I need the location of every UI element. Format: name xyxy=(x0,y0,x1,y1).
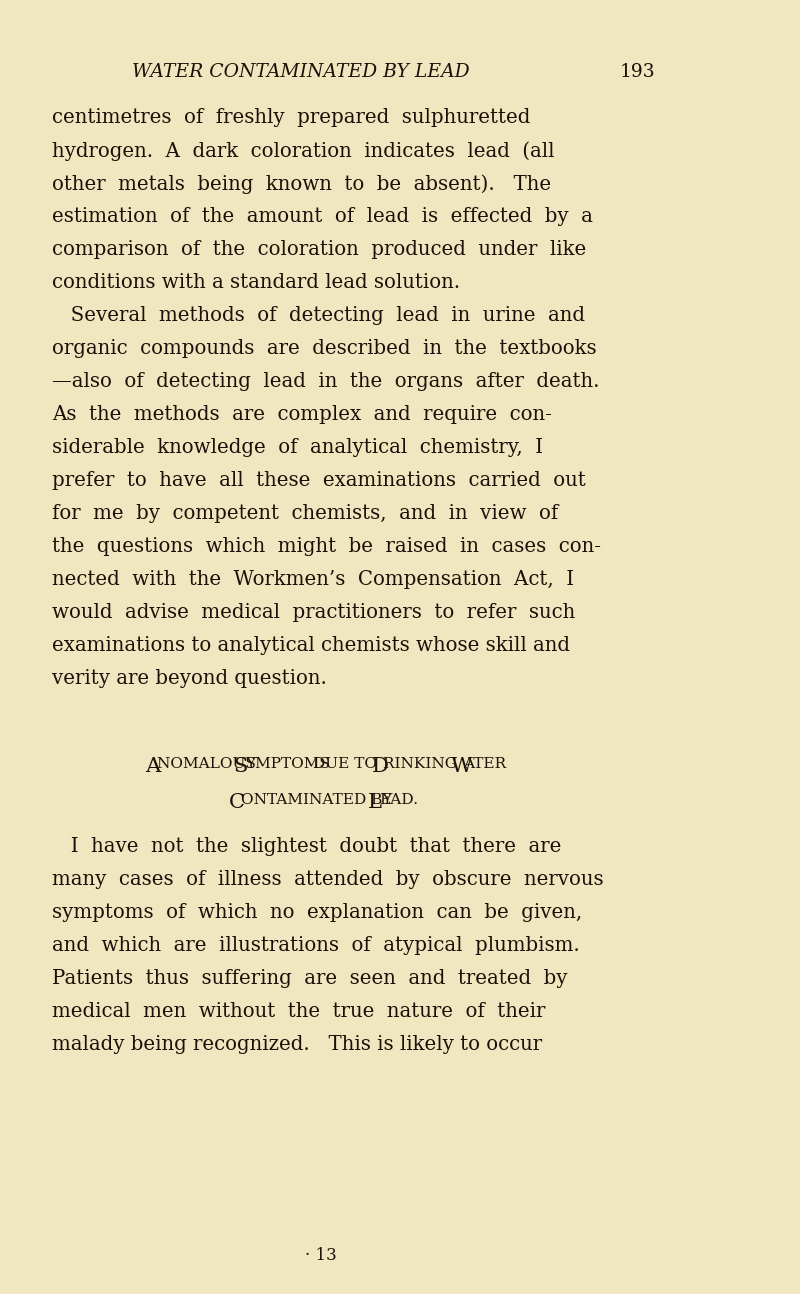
Text: many  cases  of  illness  attended  by  obscure  nervous: many cases of illness attended by obscur… xyxy=(52,870,604,889)
Text: ATER: ATER xyxy=(462,757,506,771)
Text: YMPTOMS: YMPTOMS xyxy=(245,757,334,771)
Text: and  which  are  illustrations  of  atypical  plumbism.: and which are illustrations of atypical … xyxy=(52,936,580,955)
Text: · 13: · 13 xyxy=(305,1246,337,1263)
Text: I  have  not  the  slightest  doubt  that  there  are: I have not the slightest doubt that ther… xyxy=(52,837,562,857)
Text: C: C xyxy=(229,793,245,813)
Text: estimation  of  the  amount  of  lead  is  effected  by  a: estimation of the amount of lead is effe… xyxy=(52,207,593,226)
Text: siderable  knowledge  of  analytical  chemistry,  I: siderable knowledge of analytical chemis… xyxy=(52,437,543,457)
Text: A: A xyxy=(146,757,161,776)
Text: L: L xyxy=(367,793,382,813)
Text: the  questions  which  might  be  raised  in  cases  con-: the questions which might be raised in c… xyxy=(52,537,601,556)
Text: WATER CONTAMINATED BY LEAD: WATER CONTAMINATED BY LEAD xyxy=(132,63,470,82)
Text: EAD.: EAD. xyxy=(379,793,418,807)
Text: would  advise  medical  practitioners  to  refer  such: would advise medical practitioners to re… xyxy=(52,603,575,622)
Text: As  the  methods  are  complex  and  require  con-: As the methods are complex and require c… xyxy=(52,405,552,424)
Text: S: S xyxy=(234,757,248,776)
Text: malady being recognized.   This is likely to occur: malady being recognized. This is likely … xyxy=(52,1035,542,1055)
Text: for  me  by  competent  chemists,  and  in  view  of: for me by competent chemists, and in vie… xyxy=(52,503,558,523)
Text: NOMALOUS: NOMALOUS xyxy=(157,757,261,771)
Text: ONTAMINATED BY: ONTAMINATED BY xyxy=(241,793,397,807)
Text: hydrogen.  A  dark  coloration  indicates  lead  (all: hydrogen. A dark coloration indicates le… xyxy=(52,141,554,160)
Text: D: D xyxy=(372,757,389,776)
Text: examinations to analytical chemists whose skill and: examinations to analytical chemists whos… xyxy=(52,635,570,655)
Text: nected  with  the  Workmen’s  Compensation  Act,  I: nected with the Workmen’s Compensation A… xyxy=(52,569,574,589)
Text: conditions with a standard lead solution.: conditions with a standard lead solution… xyxy=(52,273,460,292)
Text: comparison  of  the  coloration  produced  under  like: comparison of the coloration produced un… xyxy=(52,239,586,259)
Text: centimetres  of  freshly  prepared  sulphuretted: centimetres of freshly prepared sulphure… xyxy=(52,107,530,127)
Text: DUE TO: DUE TO xyxy=(313,757,382,771)
Text: organic  compounds  are  described  in  the  textbooks: organic compounds are described in the t… xyxy=(52,339,597,358)
Text: RINKING: RINKING xyxy=(383,757,462,771)
Text: prefer  to  have  all  these  examinations  carried  out: prefer to have all these examinations ca… xyxy=(52,471,586,490)
Text: —also  of  detecting  lead  in  the  organs  after  death.: —also of detecting lead in the organs af… xyxy=(52,371,599,391)
Text: other  metals  being  known  to  be  absent).   The: other metals being known to be absent). … xyxy=(52,173,551,194)
Text: medical  men  without  the  true  nature  of  their: medical men without the true nature of t… xyxy=(52,1002,546,1021)
Text: Patients  thus  suffering  are  seen  and  treated  by: Patients thus suffering are seen and tre… xyxy=(52,969,567,989)
Text: 193: 193 xyxy=(620,63,656,82)
Text: Several  methods  of  detecting  lead  in  urine  and: Several methods of detecting lead in uri… xyxy=(52,305,585,325)
Text: verity are beyond question.: verity are beyond question. xyxy=(52,669,327,688)
Text: W: W xyxy=(451,757,473,776)
Text: symptoms  of  which  no  explanation  can  be  given,: symptoms of which no explanation can be … xyxy=(52,903,582,923)
